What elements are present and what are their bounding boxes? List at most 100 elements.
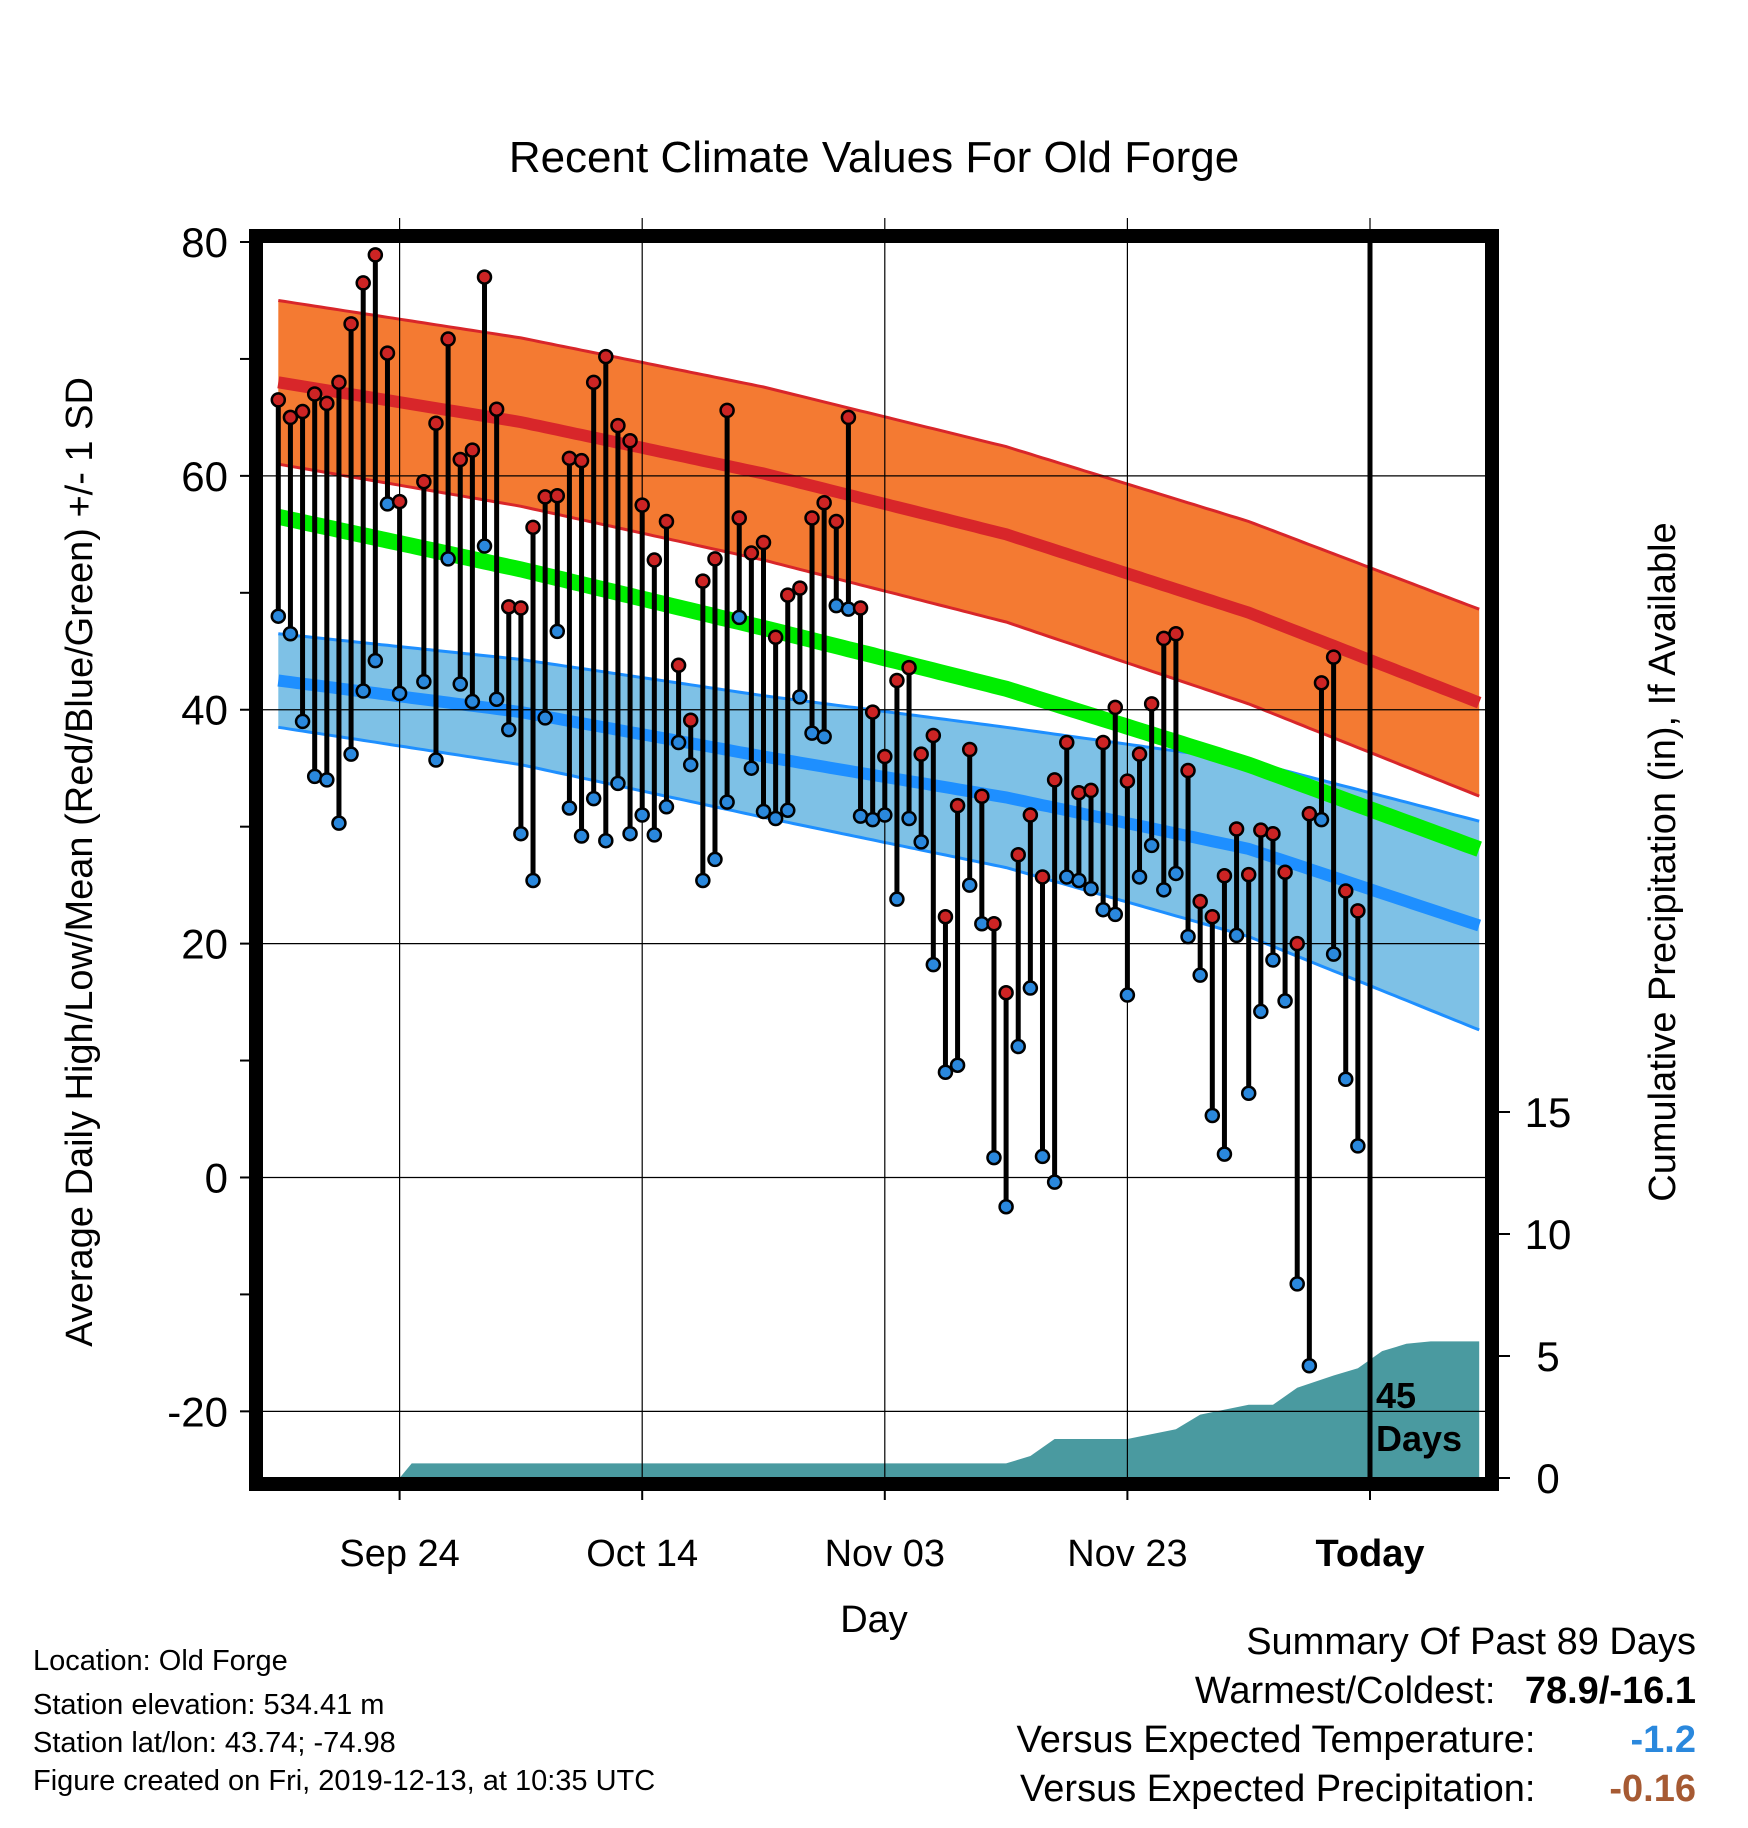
observed-low-point [440,551,456,567]
observed-low-point [961,877,978,893]
observed-high-point [622,433,638,449]
footer-created: Figure created on Fri, 2019-12-13, at 10… [33,1765,656,1797]
observed-low-point [1131,869,1148,885]
observed-high-point [610,417,626,434]
observed-high-point [913,746,929,762]
observed-low-point [1301,1357,1318,1374]
observed-high-point [901,659,917,676]
observed-low-point [367,652,384,669]
low-sd-lower-line [278,725,1480,1032]
x-tick-label: Nov 03 [825,1533,945,1575]
observed-high-point [695,573,711,589]
y-tick-label: 60 [181,453,228,500]
observed-high-point [755,534,772,551]
summary-precipitation: Versus Expected Precipitation: -0.16 [1020,1768,1696,1811]
observed-low-point [1240,1085,1257,1102]
observed-low-point [1071,872,1087,889]
observed-low-point [646,827,663,843]
normal-mean-line [276,508,1482,857]
y2-axis-label: Cumulative Precipitation (in), If Availa… [1642,522,1684,1201]
observed-high-point [719,402,735,419]
observed-high-point [1071,785,1087,801]
footer-location: Location: Old Forge [33,1645,288,1677]
observed-high-point [428,415,444,431]
observed-low-point [634,807,650,823]
observed-high-point [743,545,760,561]
observed-high-point [573,452,590,469]
y-tick-label: -20 [167,1388,228,1435]
normal-low-line [277,674,1482,932]
observed-high-point [1083,782,1099,799]
observed-low-point [561,800,578,816]
observed-high-point [780,587,796,603]
observed-low-point [549,623,566,640]
observed-high-point [998,984,1014,1001]
warmest-coldest-value: 78.9/-16.1 [1524,1670,1696,1712]
observed-high-point [816,495,832,511]
observed-low-point [707,851,723,868]
observed-low-point [682,756,699,773]
observed-high-point [343,316,359,332]
x-tick-label: Nov 23 [1067,1533,1187,1575]
observed-low-point [428,752,444,768]
observed-low-point [998,1198,1014,1215]
observed-high-point [1216,868,1233,884]
low-sd-band [278,633,1480,1030]
observed-high-point [670,657,687,674]
observed-low-point [1022,980,1039,996]
x-axis-label: Day [840,1599,908,1641]
observed-low-point [598,832,614,849]
observed-low-point [877,807,893,823]
observed-low-point [925,956,942,973]
observed-low-point [343,746,359,762]
observed-low-point [731,609,747,626]
observed-high-point [937,908,954,925]
observed-high-point [1010,846,1026,863]
y-tick-label: 0 [205,1154,228,1201]
observed-high-point [1046,772,1063,788]
observed-low-point [1277,993,1293,1009]
observed-high-point [1313,675,1330,691]
observed-low-point [1156,882,1172,898]
observed-low-point [1034,1148,1051,1165]
chart-title: Recent Climate Values For Old Forge [509,133,1239,182]
today-marker-label: 45 [1376,1375,1416,1416]
y2-tick-label: 10 [1525,1211,1572,1258]
observed-high-point [452,451,468,468]
observed-low-point [282,625,299,642]
observed-low-point [889,891,905,907]
y-tick-label: 80 [181,219,228,266]
observed-high-point [877,748,893,765]
footer-latlon: Station lat/lon: 43.74; -74.98 [33,1727,396,1759]
observed-high-point [889,672,905,689]
observed-high-point [707,551,723,567]
observed-high-point [864,704,881,720]
observed-high-point [331,374,347,391]
observed-high-point [355,275,371,291]
y2-tick-label: 15 [1525,1089,1572,1136]
observed-high-point [1059,734,1075,751]
observed-high-point [1228,821,1245,837]
footer-elevation: Station elevation: 534.41 m [33,1689,385,1721]
precipitation-value: -0.16 [1609,1768,1696,1810]
observed-low-point [464,693,481,710]
observed-low-point [767,810,784,827]
observed-low-point [1119,987,1136,1003]
observed-high-point [1301,806,1318,822]
observed-low-point [792,689,808,705]
observed-low-point [937,1064,954,1080]
observed-high-point [925,727,942,744]
observed-high-point [646,552,663,568]
y-axis-label: Average Daily High/Low/Mean (Red/Blue/Gr… [59,377,101,1347]
observed-low-point [573,828,590,844]
observed-low-point [1350,1138,1366,1154]
observed-high-point [828,513,845,530]
observed-high-point [1034,869,1051,885]
observed-low-point [452,676,468,692]
observed-high-point [585,374,602,391]
observed-low-point [1143,837,1160,854]
observed-high-point [367,247,384,263]
observed-high-point [270,392,287,408]
observed-low-point [416,673,432,690]
observed-high-point [1119,773,1136,789]
